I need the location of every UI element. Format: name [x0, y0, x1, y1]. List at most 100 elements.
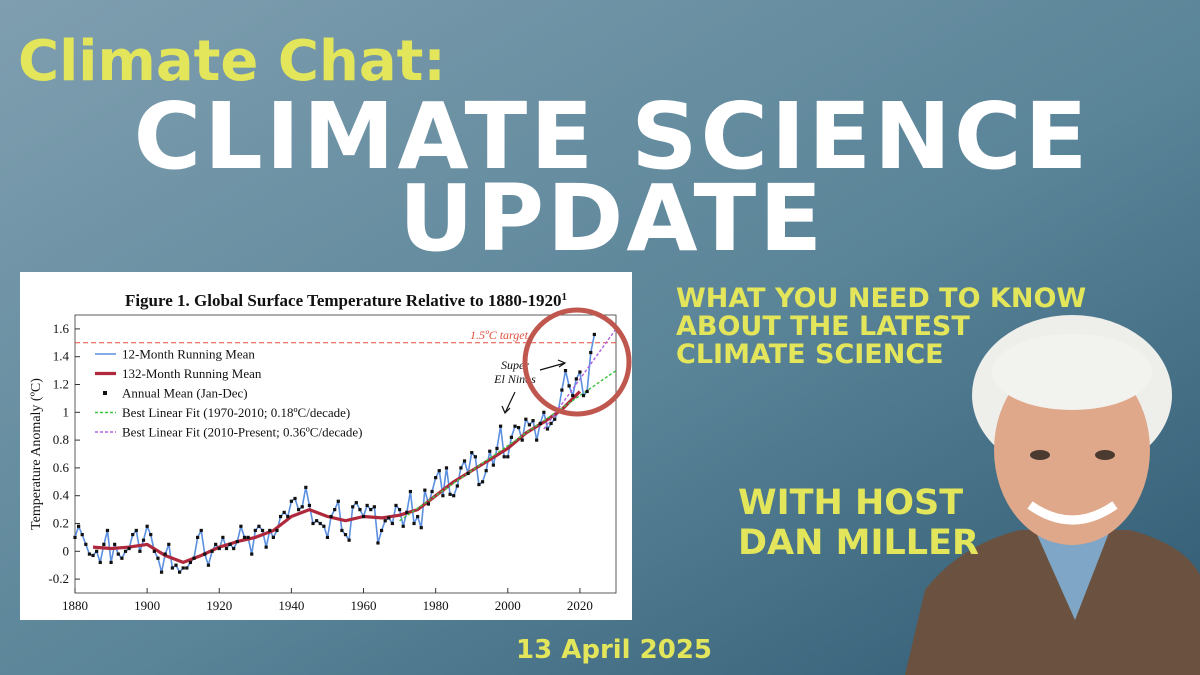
- annual-mean-marker: [347, 538, 351, 542]
- highlight-circle: [522, 307, 632, 417]
- annual-mean-marker: [394, 503, 398, 508]
- annual-mean-marker: [340, 528, 344, 533]
- annual-mean-marker: [275, 528, 279, 533]
- annual-mean-marker: [477, 482, 481, 487]
- annual-mean-marker: [581, 394, 586, 398]
- annotation: Super: [501, 358, 529, 372]
- annual-mean-marker: [470, 451, 474, 455]
- annual-mean-marker: [152, 549, 156, 553]
- annual-mean-marker: [517, 425, 521, 430]
- annual-mean-marker: [210, 549, 214, 553]
- annual-mean-marker: [141, 538, 146, 542]
- annual-mean-marker: [286, 514, 290, 519]
- legend-label: 132-Month Running Mean: [122, 366, 262, 381]
- annual-mean-marker: [444, 466, 449, 470]
- y-axis-label: Temperature Anomaly (ºC): [29, 378, 44, 530]
- date: 13 April 2025: [516, 635, 712, 665]
- annual-mean-marker: [426, 502, 431, 506]
- x-tick-label: 2020: [567, 598, 593, 613]
- legend-label: 12-Month Running Mean: [122, 347, 255, 362]
- annual-mean-marker: [498, 424, 503, 428]
- annual-mean-marker: [315, 519, 319, 523]
- annual-mean-marker: [361, 514, 366, 519]
- annual-mean-marker: [159, 570, 164, 574]
- main-title: UPDATE: [399, 165, 825, 272]
- annual-mean-marker: [214, 542, 218, 546]
- annotation-arrow: [501, 391, 516, 415]
- annual-mean-marker: [506, 455, 510, 459]
- annual-mean-marker: [502, 455, 506, 459]
- annual-mean-marker: [149, 533, 153, 537]
- annual-mean-marker: [563, 369, 568, 373]
- x-tick-label: 1980: [423, 598, 449, 613]
- annual-mean-marker: [376, 541, 380, 545]
- annual-mean-marker: [354, 501, 358, 505]
- annual-mean-marker: [300, 505, 304, 509]
- annual-mean-marker: [77, 524, 81, 528]
- y-tick-label: 0.8: [53, 432, 69, 447]
- annual-mean-marker: [304, 485, 308, 489]
- annual-mean-marker: [196, 535, 200, 539]
- annual-mean-marker: [113, 542, 117, 546]
- annual-mean-marker: [73, 535, 77, 539]
- y-tick-label: 1.2: [53, 377, 69, 392]
- annual-mean-marker: [260, 528, 265, 533]
- x-tick-label: 1960: [351, 598, 377, 613]
- x-tick-label: 1880: [62, 598, 88, 613]
- y-tick-label: -0.2: [48, 571, 69, 586]
- annual-mean-marker: [495, 446, 499, 451]
- annual-mean-marker: [123, 549, 128, 553]
- annual-mean-marker: [480, 480, 485, 484]
- annual-mean-marker: [271, 535, 275, 539]
- annual-mean-marker: [520, 438, 524, 442]
- x-tick-label: 1920: [206, 598, 232, 613]
- annual-mean-marker: [466, 471, 470, 476]
- annual-mean-marker: [430, 489, 434, 494]
- annual-mean-marker: [203, 552, 207, 556]
- annual-mean-marker: [268, 528, 272, 533]
- annual-mean-marker: [224, 546, 229, 551]
- annual-mean-marker: [116, 552, 120, 556]
- annual-mean-marker: [535, 438, 539, 442]
- annual-mean-marker: [156, 556, 160, 560]
- annual-mean-marker: [188, 560, 193, 565]
- annual-mean-marker: [174, 563, 178, 567]
- annual-mean-marker: [527, 423, 532, 427]
- annual-mean-marker: [235, 539, 239, 544]
- chart: Figure 1. Global Surface Temperature Rel…: [20, 272, 632, 620]
- annual-mean-marker: [293, 496, 297, 501]
- series-line: [399, 370, 617, 522]
- legend-label: Best Linear Fit (2010-Present; 0.36ºC/de…: [122, 425, 363, 440]
- chart-panel: [20, 272, 632, 620]
- tagline: CLIMATE SCIENCE: [676, 339, 944, 370]
- annual-mean-marker: [185, 566, 189, 570]
- y-tick-label: 1.6: [53, 321, 70, 336]
- annual-mean-marker: [167, 542, 171, 546]
- annual-mean-marker: [592, 332, 596, 337]
- annual-mean-marker: [228, 542, 232, 546]
- legend-label: Best Linear Fit (1970-2010; 0.18ºC/decad…: [122, 405, 350, 420]
- annual-mean-marker: [419, 526, 423, 530]
- annual-mean-marker: [246, 535, 250, 539]
- annual-mean-marker: [138, 549, 142, 553]
- annual-mean-marker: [578, 370, 582, 374]
- annual-mean-marker: [322, 524, 326, 528]
- annual-mean-marker: [217, 546, 221, 551]
- series-title: Climate Chat:: [18, 29, 446, 94]
- annual-mean-marker: [253, 528, 257, 533]
- annual-mean-marker: [358, 508, 362, 512]
- annual-mean-marker: [459, 466, 463, 470]
- annual-mean-marker: [311, 521, 315, 526]
- x-tick-label: 1900: [134, 598, 160, 613]
- annual-mean-marker: [278, 514, 283, 519]
- annual-mean-marker: [401, 524, 405, 528]
- annual-mean-marker: [549, 421, 553, 426]
- legend-label: Annual Mean (Jan-Dec): [122, 386, 248, 401]
- annual-mean-marker: [455, 484, 459, 488]
- annual-mean-marker: [192, 556, 196, 560]
- annual-mean-marker: [571, 394, 575, 398]
- annual-mean-marker: [542, 410, 546, 414]
- annual-mean-marker: [333, 508, 337, 512]
- legend-swatch: [103, 391, 107, 395]
- annual-mean-marker: [84, 542, 88, 546]
